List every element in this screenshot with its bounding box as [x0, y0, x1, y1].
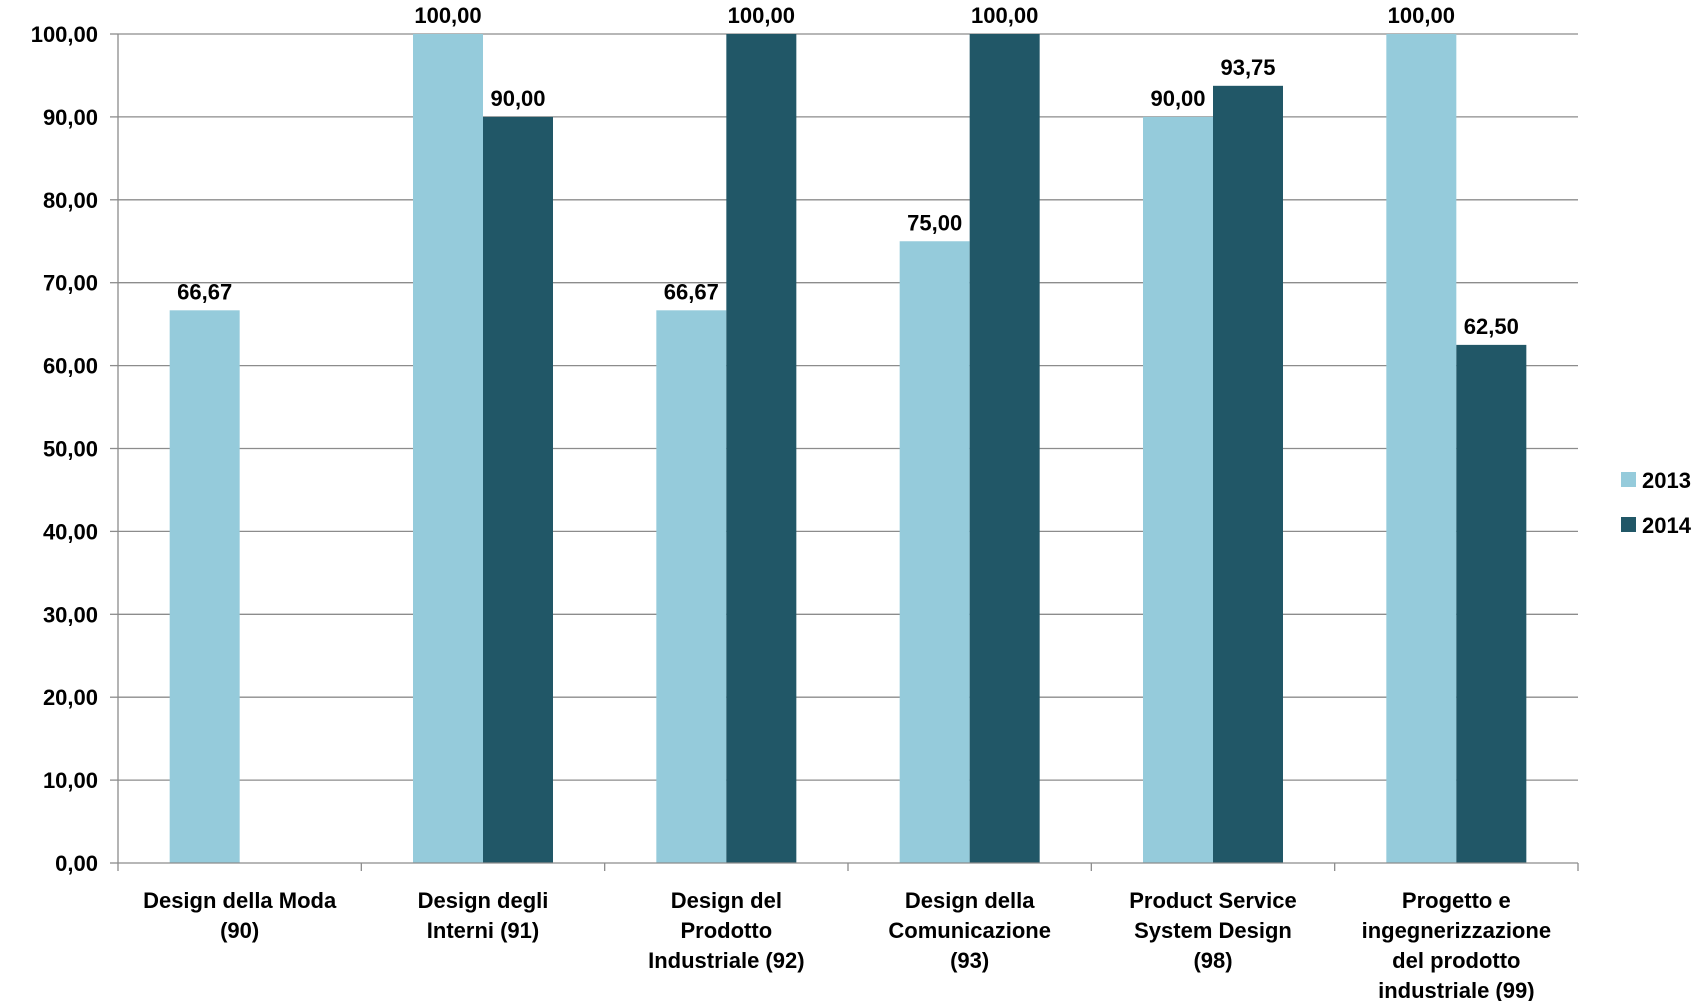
- x-category-label-line: Design degli: [418, 888, 549, 913]
- bars: [169, 34, 1527, 864]
- data-label: 90,00: [1150, 86, 1205, 111]
- x-category-label: Progetto e ingegnerizzazione del prodotto i…: [1362, 888, 1551, 1001]
- bar-2013: [169, 310, 240, 864]
- x-category-label: Design della Comunicazione (93): [888, 888, 1051, 973]
- bar-2014: [483, 116, 553, 863]
- bar-2013: [899, 241, 970, 863]
- y-tick-label: 50,00: [43, 437, 98, 462]
- data-labels: 66,67 100,00 66,67 75,00 90,00 100,00 90,00 100…: [177, 3, 1519, 339]
- y-tick-label: 60,00: [43, 354, 98, 379]
- data-label: 100,00: [971, 3, 1038, 28]
- x-category-label-line: Comunicazione: [888, 918, 1051, 943]
- bar-2014: [1456, 344, 1527, 863]
- x-category-label: Design degli Interni (91): [418, 888, 549, 943]
- x-category-label-line: System Design: [1134, 918, 1292, 943]
- y-tick-label: 10,00: [43, 768, 98, 793]
- bar-2013: [656, 310, 727, 864]
- x-category-label-line: Prodotto: [681, 918, 773, 943]
- data-label: 100,00: [1388, 3, 1455, 28]
- bar-2013: [1143, 116, 1213, 863]
- data-label: 66,67: [664, 279, 719, 304]
- legend: 2013 2014: [1621, 468, 1692, 538]
- bar-2013: [413, 34, 483, 863]
- legend-label-2013: 2013: [1642, 468, 1691, 493]
- x-category-label: Product Service System Design (98): [1129, 888, 1297, 973]
- bar-2013: [1386, 34, 1457, 863]
- x-category-label-line: Product Service: [1129, 888, 1297, 913]
- x-category-label: Design della Moda (90): [143, 888, 337, 943]
- data-label: 100,00: [414, 3, 481, 28]
- y-tick-label: 100,00: [31, 22, 98, 47]
- x-category-label-line: Industriale (92): [648, 948, 804, 973]
- x-category-label-line: (90): [220, 918, 259, 943]
- y-tick-label: 90,00: [43, 105, 98, 130]
- legend-swatch-2014: [1621, 517, 1636, 532]
- x-category-label-line: Design della: [905, 888, 1035, 913]
- bar-2014: [969, 34, 1040, 863]
- legend-label-2014: 2014: [1642, 513, 1692, 538]
- x-category-label-line: ingegnerizzazione: [1362, 918, 1551, 943]
- gridlines: [118, 33, 1578, 781]
- y-tick-label: 30,00: [43, 602, 98, 627]
- x-category-label: Design del Prodotto Industriale (92): [648, 888, 804, 973]
- data-label: 93,75: [1220, 55, 1275, 80]
- x-category-label-line: industriale (99): [1378, 978, 1534, 1001]
- y-tick-label: 40,00: [43, 519, 98, 544]
- x-category-label-line: Progetto e: [1402, 888, 1511, 913]
- data-label: 75,00: [907, 210, 962, 235]
- y-tick-label: 70,00: [43, 271, 98, 296]
- x-category-label-line: (98): [1193, 948, 1232, 973]
- data-label: 66,67: [177, 279, 232, 304]
- x-axis: Design della Moda (90) Design degli Interni…: [117, 862, 1579, 1001]
- x-category-label-line: del prodotto: [1392, 948, 1520, 973]
- y-tick-label: 20,00: [43, 685, 98, 710]
- y-axis: 0,00 10,00 20,00 30,00 40,00 50,00 60,00 70,00 8…: [31, 22, 119, 876]
- x-category-label-line: Interni (91): [427, 918, 539, 943]
- y-tick-label: 0,00: [55, 851, 98, 876]
- x-category-label-line: Design del: [671, 888, 782, 913]
- y-tick-label: 80,00: [43, 188, 98, 213]
- data-label: 62,50: [1464, 314, 1519, 339]
- x-category-label-line: (93): [950, 948, 989, 973]
- data-label: 100,00: [728, 3, 795, 28]
- x-category-label-line: Design della Moda: [143, 888, 337, 913]
- data-label: 90,00: [490, 86, 545, 111]
- legend-swatch-2013: [1621, 472, 1636, 487]
- bar-2014: [726, 34, 797, 863]
- bar-2014: [1213, 85, 1283, 863]
